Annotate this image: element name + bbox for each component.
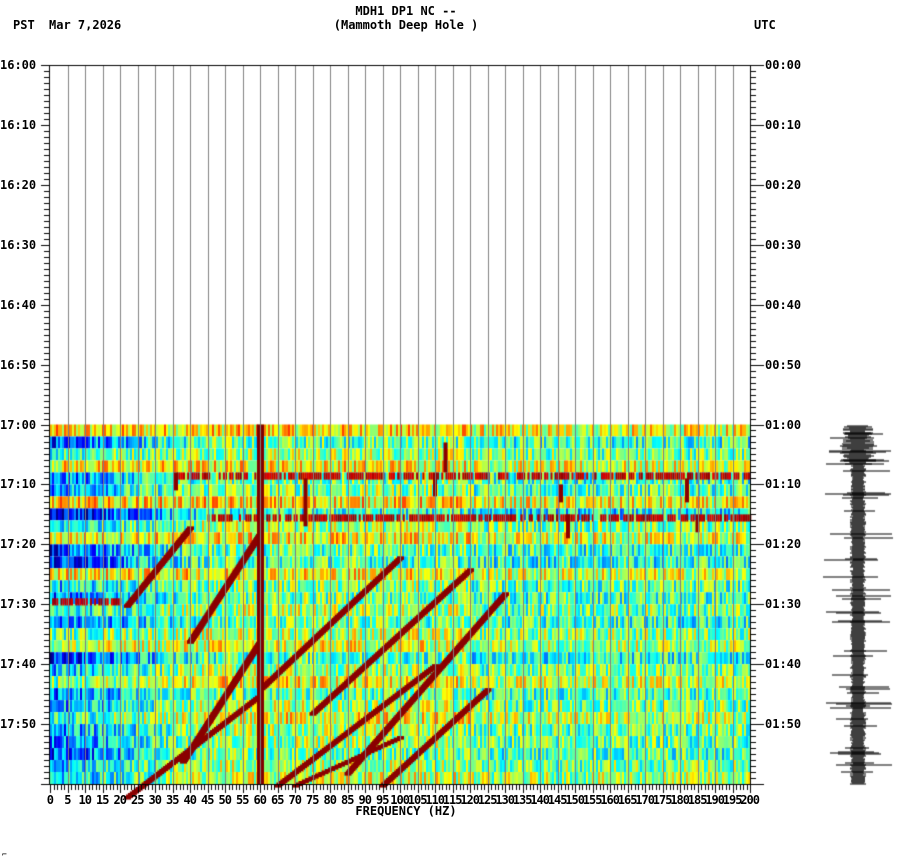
x-tick-label: 80 [323,793,337,807]
y-tick-label-left: 17:10 [0,477,37,492]
x-tick-label: 105 [407,793,428,807]
x-tick-label: 190 [705,793,725,807]
x-tick-label: 185 [687,793,708,807]
x-tick-label: 110 [425,793,445,807]
y-tick-label-right: 00:00 [765,58,802,72]
x-tick-label: 90 [358,793,372,807]
x-tick-label: 115 [442,793,463,807]
y-tick-label-left: 17:40 [0,657,37,672]
x-tick-label: 10 [78,793,92,807]
x-tick-label: 60 [253,793,267,807]
x-tick-label: 135 [512,793,533,807]
x-tick-label: 100 [390,793,410,807]
y-tick-label-left: 17:30 [0,597,37,612]
y-tick-label-left: 16:30 [0,237,37,252]
y-tick-label-right: 00:10 [765,117,802,132]
x-tick-label: 155 [582,793,603,807]
y-tick-label-right: 00:40 [765,297,802,312]
x-tick-label: 85 [341,793,354,807]
x-tick-label: 15 [96,793,109,807]
x-tick-label: 180 [670,793,690,807]
x-tick-label: 140 [530,793,550,807]
x-tick-label: 170 [635,793,655,807]
x-tick-label: 45 [201,793,214,807]
y-tick-label-right: 01:00 [765,417,802,432]
x-tick-label: 165 [617,793,638,807]
y-tick-label-left: 16:40 [0,297,37,312]
y-tick-label-left: 16:20 [0,177,37,192]
x-tick-label: 195 [722,793,743,807]
x-tick-label: 55 [236,793,249,807]
y-tick-label-right: 01:30 [765,597,802,612]
x-tick-label: 65 [271,793,284,807]
x-tick-label: 130 [495,793,515,807]
x-tick-label: 75 [306,793,319,807]
x-tick-label: 175 [652,793,673,807]
x-axis-title: FREQUENCY (HZ) [355,804,457,818]
x-tick-label: 25 [131,793,144,807]
x-tick-label: 40 [183,793,197,807]
y-tick-label-left: 17:00 [0,417,37,432]
x-tick-label: 125 [477,793,498,807]
x-tick-label: 70 [288,793,302,807]
y-tick-label-right: 01:10 [765,477,802,492]
x-tick-label: 120 [460,793,480,807]
y-tick-label-right: 01:40 [765,657,802,672]
x-tick-label: 50 [218,793,232,807]
y-tick-label-left: 17:50 [0,717,37,732]
x-tick-label: 0 [46,793,54,807]
y-tick-label-left: 16:10 [0,117,37,132]
y-tick-label-left: 17:20 [0,537,37,552]
x-tick-label: 5 [64,793,71,807]
x-tick-label: 145 [547,793,568,807]
y-tick-label-right: 00:20 [765,177,802,192]
y-tick-label-right: 00:50 [765,357,802,372]
y-tick-label-left: 16:50 [0,357,37,372]
y-tick-label-right: 01:20 [765,537,802,552]
y-tick-label-right: 00:30 [765,237,802,252]
y-tick-label-left: 16:00 [0,58,37,72]
x-tick-label: 200 [740,793,760,807]
x-tick-label: 20 [113,793,127,807]
x-tick-label: 35 [166,793,179,807]
y-tick-label-right: 01:50 [765,717,802,732]
x-tick-label: 95 [376,793,389,807]
x-tick-label: 30 [148,793,162,807]
x-tick-label: 160 [600,793,620,807]
corner-mark: ⌐ [2,850,7,859]
x-tick-label: 150 [565,793,585,807]
